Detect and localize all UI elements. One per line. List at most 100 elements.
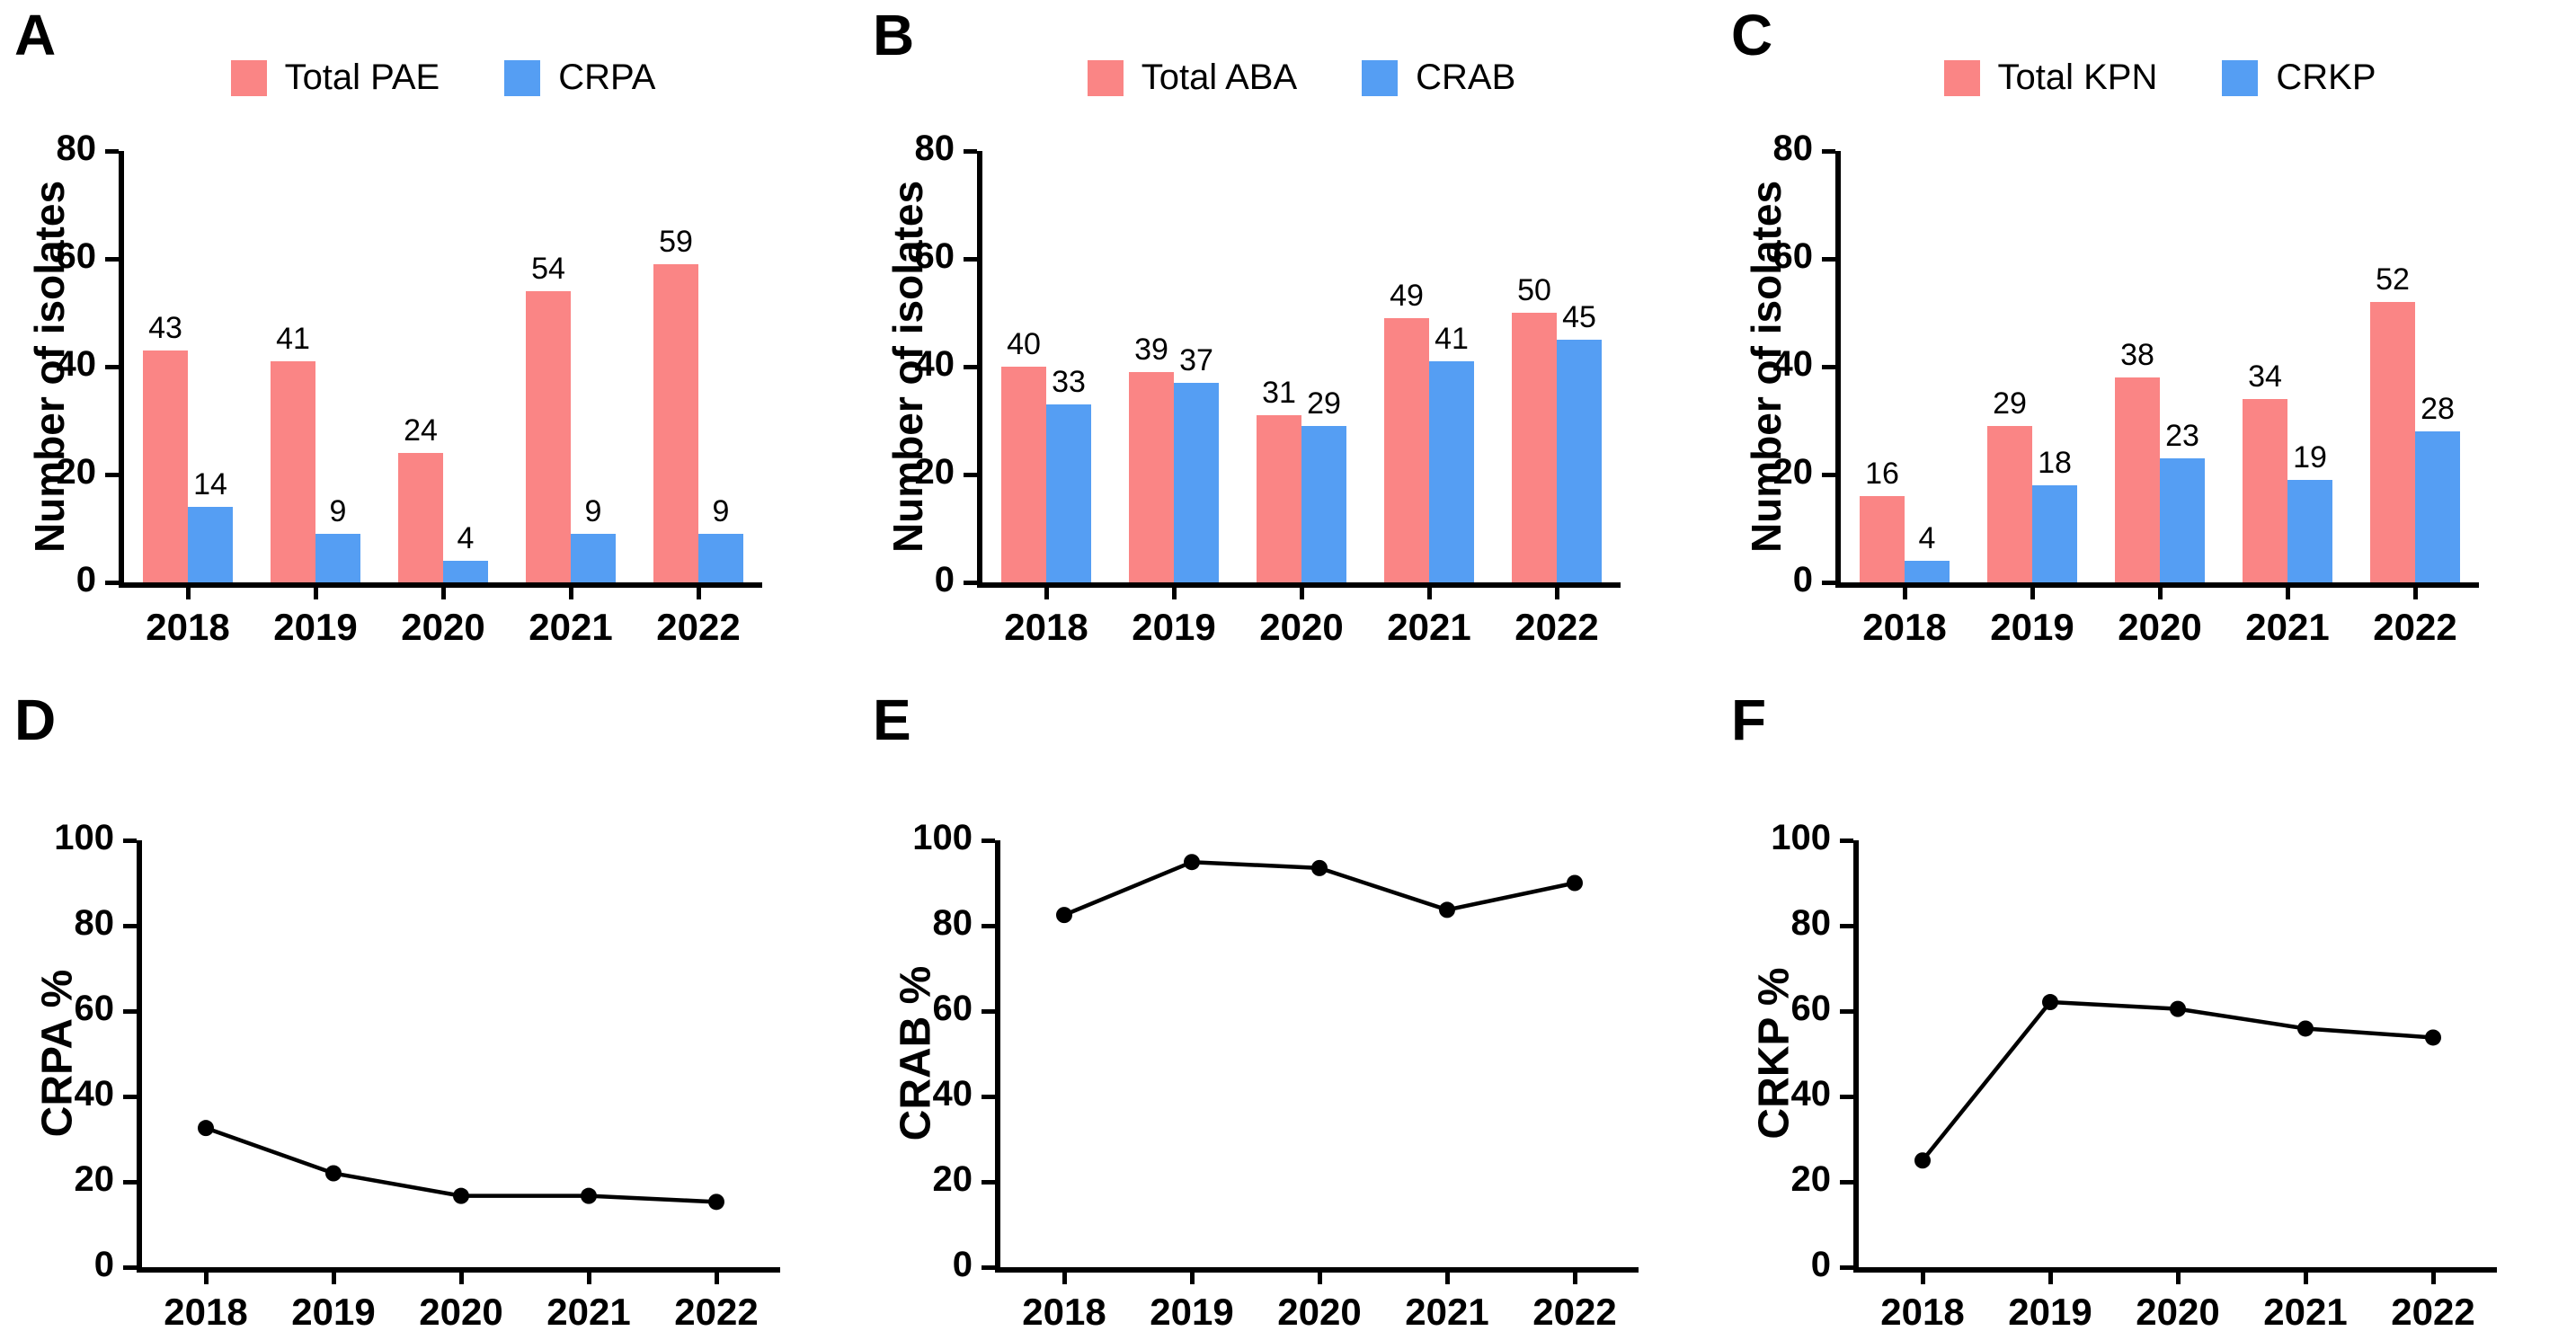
x-tick-label: 2018 [1880, 1291, 1965, 1331]
panel-letter-c: C [1731, 3, 1774, 67]
y-tick-label: 40 [1772, 344, 1814, 384]
y-tick [105, 256, 119, 262]
x-tick-label: 2022 [656, 606, 741, 648]
y-tick-label: 20 [56, 452, 97, 492]
bar-total-kpn-2020 [2115, 377, 2160, 582]
bar-total-aba-2021 [1384, 318, 1429, 582]
legend-swatch-total-kpn [1943, 59, 1980, 96]
bar-crpa-2019 [315, 534, 360, 582]
x-tick-label: 2021 [1387, 606, 1471, 648]
bar-crpa-2021 [571, 534, 616, 582]
x-tick-label: 2021 [1405, 1291, 1489, 1331]
bar-crkp-2020 [2160, 458, 2205, 582]
y-tick [964, 256, 977, 262]
x-tick-label: 2022 [2373, 606, 2457, 648]
y-tick [964, 364, 977, 369]
x-tick [2047, 1273, 2053, 1284]
y-axis-line [137, 840, 142, 1273]
y-tick-label: 40 [1790, 1074, 1832, 1114]
x-tick [2157, 588, 2163, 599]
x-tick-label: 2018 [1022, 1291, 1106, 1331]
legend-label-total-aba: Total ABA [1141, 58, 1298, 97]
bar-value-label: 31 [1262, 376, 1296, 410]
bar-value-label: 23 [2165, 419, 2199, 453]
y-axis-line [995, 840, 1000, 1273]
bar-value-label: 18 [2038, 446, 2072, 480]
bar-value-label: 34 [2248, 359, 2282, 394]
bar-total-aba-2022 [1512, 313, 1557, 582]
x-tick [458, 1273, 464, 1284]
y-tick [982, 838, 995, 843]
bar-total-kpn-2018 [1860, 496, 1905, 582]
bar-chart-b: Number of isolates 0 20 40 60 80 2018 2019 2020… [884, 129, 1621, 648]
x-tick [203, 1273, 209, 1284]
legend-label-crkp: CRKP [2276, 58, 2376, 97]
data-point-2019 [2042, 994, 2058, 1011]
y-tick [123, 1264, 137, 1270]
y-tick-label: 80 [56, 129, 97, 168]
x-tick [1044, 588, 1049, 599]
y-tick [123, 1179, 137, 1185]
x-tick [2175, 1273, 2181, 1284]
legend-swatch-crab [1362, 59, 1399, 96]
bar-crpa-2020 [443, 561, 488, 582]
x-tick-label: 2020 [1277, 1291, 1362, 1331]
x-tick [1444, 1273, 1450, 1284]
y-tick-label: 40 [932, 1074, 973, 1114]
y-tick-label: 20 [74, 1159, 115, 1199]
x-tick [1189, 1273, 1195, 1284]
legend-item-total-aba: Total ABA [1087, 58, 1298, 98]
y-tick [1840, 1264, 1853, 1270]
panel-letter-e: E [873, 688, 912, 752]
bar-value-label: 9 [584, 494, 602, 528]
data-point-2018 [1056, 907, 1072, 924]
panel-d: D CRPA % 0 20 40 60 80 100 2018 2019 2020 2021 202… [0, 647, 858, 1331]
x-tick-label: 2022 [1532, 1291, 1617, 1331]
x-tick-label: 2021 [546, 1291, 631, 1331]
data-point-2022 [708, 1193, 724, 1211]
y-tick [964, 580, 977, 585]
legend-item-crpa: CRPA [504, 58, 655, 98]
y-tick [964, 148, 977, 154]
data-point-2021 [2297, 1020, 2314, 1037]
x-tick-label: 2022 [674, 1291, 759, 1331]
bar-crkp-2018 [1905, 561, 1950, 582]
x-tick-label: 2019 [291, 1291, 376, 1331]
y-tick-label: 40 [56, 344, 97, 384]
y-tick-label: 60 [932, 989, 973, 1028]
panel-letter-a: A [14, 3, 58, 67]
y-axis-line [119, 151, 124, 588]
y-tick [123, 1008, 137, 1014]
bar-value-label: 41 [276, 322, 310, 356]
y-tick-label: 40 [914, 344, 955, 384]
data-point-2019 [325, 1165, 342, 1182]
bar-crpa-2018 [188, 507, 233, 582]
x-tick-label: 2019 [1990, 606, 2074, 648]
y-tick-label: 100 [912, 818, 973, 857]
legend-a: Total PAE CRPA [124, 58, 762, 98]
x-tick-label: 2021 [2263, 1291, 2348, 1331]
x-tick-label: 2020 [401, 606, 485, 648]
panel-c: C Total KPN CRKP Number of isolates 0 20 4… [1717, 0, 2575, 648]
x-tick-label: 2022 [1515, 606, 1599, 648]
bar-total-pae-2022 [653, 264, 698, 582]
y-tick [1822, 256, 1835, 262]
data-point-2018 [1914, 1152, 1931, 1169]
x-tick [331, 1273, 336, 1284]
bar-total-aba-2020 [1257, 415, 1301, 582]
line-chart-e: CRAB % 0 20 40 60 80 100 2018 2019 2020 2021 2022 [893, 818, 1639, 1331]
y-tick [123, 1094, 137, 1099]
legend-swatch-total-aba [1087, 59, 1124, 96]
bar-value-label: 45 [1562, 300, 1596, 334]
x-tick-label: 2018 [1862, 606, 1947, 648]
y-tick-label: 60 [1772, 236, 1814, 276]
x-tick-label: 2022 [2391, 1291, 2475, 1331]
y-tick [1822, 364, 1835, 369]
y-tick [1840, 1179, 1853, 1185]
x-tick-label: 2018 [146, 606, 230, 648]
bar-total-pae-2020 [398, 453, 443, 582]
y-axis-line [1835, 151, 1841, 588]
bar-chart-c: Number of isolates 0 20 40 60 80 2018 2019 2020… [1743, 129, 2479, 648]
x-tick [440, 588, 446, 599]
x-tick-label: 2020 [2118, 606, 2202, 648]
